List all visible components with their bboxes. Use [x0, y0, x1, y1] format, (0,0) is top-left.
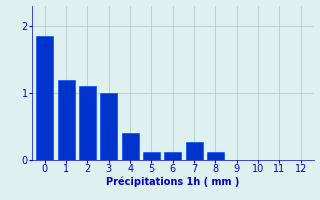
- Bar: [58, 80, 75, 160]
- Bar: [207, 152, 224, 160]
- X-axis label: Précipitations 1h ( mm ): Précipitations 1h ( mm ): [106, 177, 239, 187]
- Bar: [36, 36, 53, 160]
- Bar: [122, 133, 139, 160]
- Bar: [143, 152, 160, 160]
- Bar: [164, 152, 181, 160]
- Bar: [79, 86, 96, 160]
- Bar: [100, 93, 117, 160]
- Bar: [186, 142, 203, 160]
